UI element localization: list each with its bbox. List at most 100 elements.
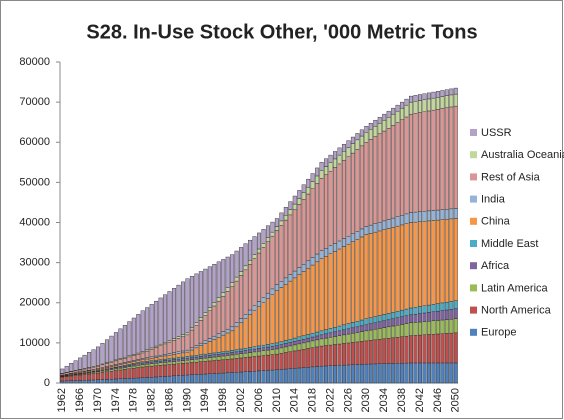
bar-segment (225, 256, 230, 288)
bar-segment (359, 319, 364, 327)
y-tick-label: 70000 (19, 96, 50, 108)
bar-segment (167, 341, 172, 354)
bar-segment (104, 379, 109, 384)
bar-segment (288, 274, 293, 282)
bar-segment (212, 354, 217, 358)
bar-segment (154, 347, 159, 357)
bar-segment (315, 167, 320, 177)
bar-segment (324, 329, 329, 335)
bar-segment (444, 333, 449, 364)
bar-segment (145, 350, 150, 358)
bar-segment (409, 314, 414, 324)
bar-segment (140, 364, 145, 368)
bar-segment (306, 334, 311, 339)
bar-segment (297, 343, 302, 351)
bar-segment (180, 336, 185, 352)
bar-segment (297, 349, 302, 369)
bar-segment (409, 222, 414, 309)
bar-segment (377, 363, 382, 384)
bar-segment (315, 339, 320, 348)
bar-segment (127, 365, 132, 367)
bar-segment (341, 324, 346, 331)
bar-segment (283, 368, 288, 384)
bar-segment (198, 342, 203, 346)
bar-segment (172, 363, 177, 377)
bar-segment (180, 352, 185, 358)
bar-segment (341, 329, 346, 336)
bar-segment (243, 348, 248, 351)
bar-segment (306, 268, 311, 335)
bar-segment (364, 318, 369, 326)
bar-segment (409, 307, 414, 315)
bar-segment (377, 328, 382, 340)
bar-segment (274, 218, 279, 227)
bar-segment (333, 365, 338, 384)
bar-segment (257, 348, 261, 352)
bar-segment (248, 356, 253, 372)
bar-segment (283, 215, 288, 221)
bar-segment (422, 321, 427, 336)
bar-segment (230, 330, 235, 351)
bar-segment (207, 373, 212, 384)
legend-label: Middle East (481, 238, 538, 250)
bar-segment (346, 140, 351, 148)
bar-segment (230, 326, 235, 332)
bar-segment (189, 327, 194, 331)
y-tick-label: 20000 (19, 297, 50, 309)
bar-segment (346, 328, 351, 335)
bar-segment (319, 365, 324, 384)
bar-segment (435, 219, 440, 304)
bar-segment (185, 278, 190, 334)
x-tick-label: 1982 (146, 388, 158, 412)
bar-segment (194, 356, 199, 360)
bar-segment (265, 298, 270, 345)
bar-segment (283, 340, 288, 344)
bar-segment (409, 95, 414, 103)
bar-segment (418, 94, 422, 101)
bar-segment (69, 363, 74, 372)
bar-segment (333, 243, 338, 252)
bar-segment (373, 322, 378, 330)
bar-segment (373, 339, 378, 365)
bar-segment (449, 94, 454, 108)
bar-segment (382, 113, 387, 121)
bar-segment (149, 363, 154, 367)
bar-segment (444, 362, 449, 384)
bar-segment (328, 154, 333, 163)
bar-segment (453, 105, 458, 209)
bar-segment (163, 355, 168, 360)
bar-segment (212, 264, 217, 303)
bar-segment (109, 378, 114, 384)
bar-segment (212, 302, 217, 307)
bar-segment (198, 345, 203, 355)
bar-segment (386, 110, 391, 118)
bar-segment (158, 297, 163, 345)
bar-segment (176, 357, 181, 360)
bar-segment (109, 370, 114, 380)
bar-segment (212, 356, 217, 361)
bar-segment (337, 365, 342, 384)
bar-segment (230, 286, 235, 328)
legend-swatch (470, 129, 477, 136)
bar-segment (288, 214, 293, 275)
bar-segment (426, 312, 431, 322)
bar-segment (118, 328, 123, 359)
bar-segment (180, 281, 185, 335)
bar-segment (248, 260, 253, 265)
bar-segment (136, 360, 141, 363)
bar-segment (265, 349, 270, 356)
bar-segment (373, 223, 378, 233)
bar-segment (127, 321, 132, 356)
bar-segment (252, 348, 257, 353)
bar-segment (301, 342, 306, 350)
bar-segment (346, 147, 351, 157)
bar-segment (306, 260, 311, 269)
bar-segment (64, 380, 69, 384)
x-tick-label: 2034 (378, 388, 390, 412)
bar-segment (333, 151, 338, 160)
bar-segment (391, 107, 396, 115)
bar-segment (324, 158, 329, 167)
bar-segment (440, 209, 445, 220)
bar-segment (413, 101, 418, 114)
bar-segment (324, 337, 329, 346)
